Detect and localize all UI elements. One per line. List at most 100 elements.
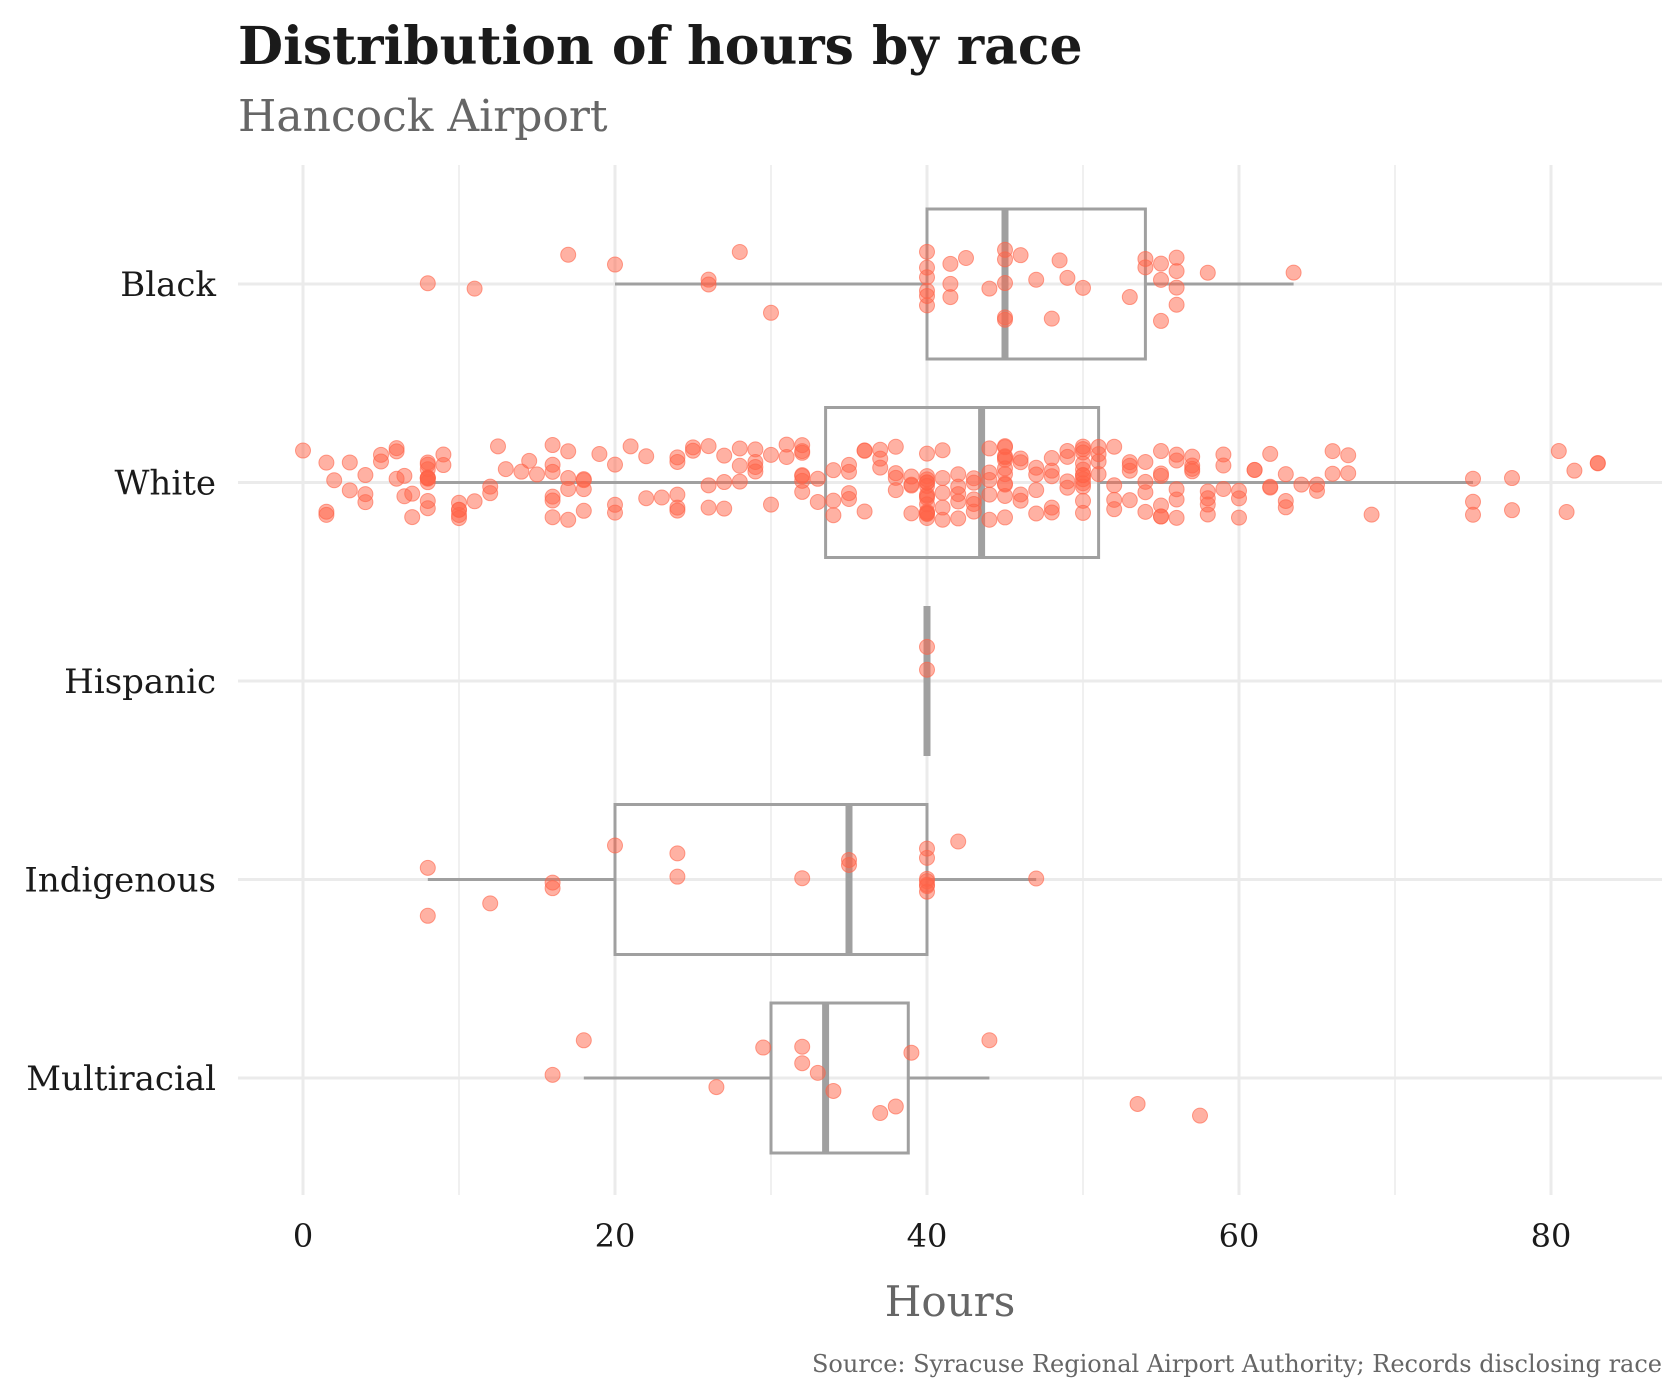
data-point	[809, 1064, 826, 1081]
data-point	[1566, 462, 1583, 479]
box-multiracial	[583, 1001, 990, 1155]
data-point	[1043, 468, 1060, 485]
data-point	[872, 1105, 889, 1122]
data-point	[669, 868, 686, 885]
data-point	[560, 246, 577, 263]
data-point	[825, 492, 842, 509]
data-point	[560, 511, 577, 528]
data-point	[1012, 454, 1029, 471]
data-point	[1550, 443, 1567, 460]
data-point	[887, 465, 904, 482]
data-point	[1090, 466, 1107, 483]
chart-subtitle: Hancock Airport	[238, 91, 608, 142]
x-axis-label: Hours	[885, 1277, 1016, 1326]
data-point	[794, 1038, 811, 1055]
data-point	[1231, 482, 1247, 499]
x-tick-label: 0	[293, 1217, 313, 1255]
data-point	[716, 474, 733, 491]
data-point	[1028, 870, 1045, 887]
data-point	[965, 470, 982, 487]
data-point	[1012, 247, 1029, 264]
data-point	[919, 506, 935, 523]
data-point	[1153, 255, 1169, 272]
data-point	[591, 446, 608, 463]
data-point	[669, 449, 686, 466]
data-point	[1168, 509, 1185, 526]
data-point	[482, 478, 499, 495]
data-point	[419, 859, 436, 876]
data-point	[1215, 446, 1232, 463]
data-point	[419, 469, 436, 486]
data-point	[497, 461, 514, 478]
data-point	[856, 503, 873, 520]
data-point	[763, 446, 779, 463]
data-point	[825, 1082, 842, 1099]
data-point	[981, 1032, 998, 1049]
data-point	[1168, 446, 1185, 463]
data-point	[1075, 279, 1091, 296]
data-point	[942, 255, 959, 272]
data-point	[419, 492, 436, 509]
data-point	[919, 287, 935, 304]
data-point	[981, 486, 998, 503]
box-iqr	[769, 1001, 910, 1155]
data-point	[700, 477, 717, 494]
data-point	[638, 490, 655, 507]
data-point	[1168, 279, 1185, 296]
data-point	[997, 466, 1013, 483]
data-point	[731, 440, 748, 457]
data-point	[934, 499, 951, 516]
data-point	[451, 501, 467, 518]
data-point	[997, 439, 1013, 456]
data-point	[396, 467, 413, 484]
data-point	[856, 442, 873, 459]
data-point	[404, 485, 421, 502]
data-point	[1215, 480, 1232, 497]
data-point	[919, 870, 935, 887]
data-point	[560, 470, 577, 487]
data-point	[1277, 492, 1294, 509]
x-tick-label: 20	[595, 1217, 636, 1255]
data-point	[919, 243, 935, 260]
data-point	[934, 469, 951, 486]
data-point	[521, 452, 538, 469]
data-point	[1028, 482, 1045, 499]
data-point	[731, 473, 748, 490]
data-point	[950, 510, 967, 527]
data-point	[575, 472, 592, 489]
data-point	[794, 468, 811, 485]
data-point	[653, 489, 670, 506]
data-point	[575, 502, 592, 519]
data-point	[1028, 271, 1045, 288]
data-point	[544, 463, 561, 480]
data-point	[841, 851, 857, 868]
data-point	[1285, 264, 1302, 281]
data-point	[1012, 492, 1029, 509]
data-point	[1199, 264, 1216, 281]
data-point	[1277, 466, 1294, 483]
data-point	[919, 638, 935, 655]
data-point	[1137, 250, 1154, 267]
data-point	[700, 276, 717, 293]
data-point	[544, 492, 561, 509]
data-point	[1028, 466, 1045, 483]
data-point	[981, 511, 998, 528]
data-point	[1168, 481, 1185, 498]
data-point	[1153, 497, 1169, 514]
data-point	[950, 833, 967, 850]
data-point	[1059, 473, 1076, 490]
data-point	[607, 256, 623, 273]
data-point	[997, 241, 1013, 258]
data-point	[1153, 312, 1169, 329]
data-point	[1059, 448, 1076, 465]
data-point	[1090, 446, 1107, 463]
data-point	[1465, 470, 1481, 487]
data-point	[318, 503, 335, 520]
data-point	[747, 458, 764, 475]
data-point	[1340, 447, 1357, 464]
box-iqr	[824, 406, 1101, 559]
data-point	[716, 500, 733, 517]
x-tick-label: 40	[907, 1217, 948, 1255]
data-point	[731, 457, 748, 474]
